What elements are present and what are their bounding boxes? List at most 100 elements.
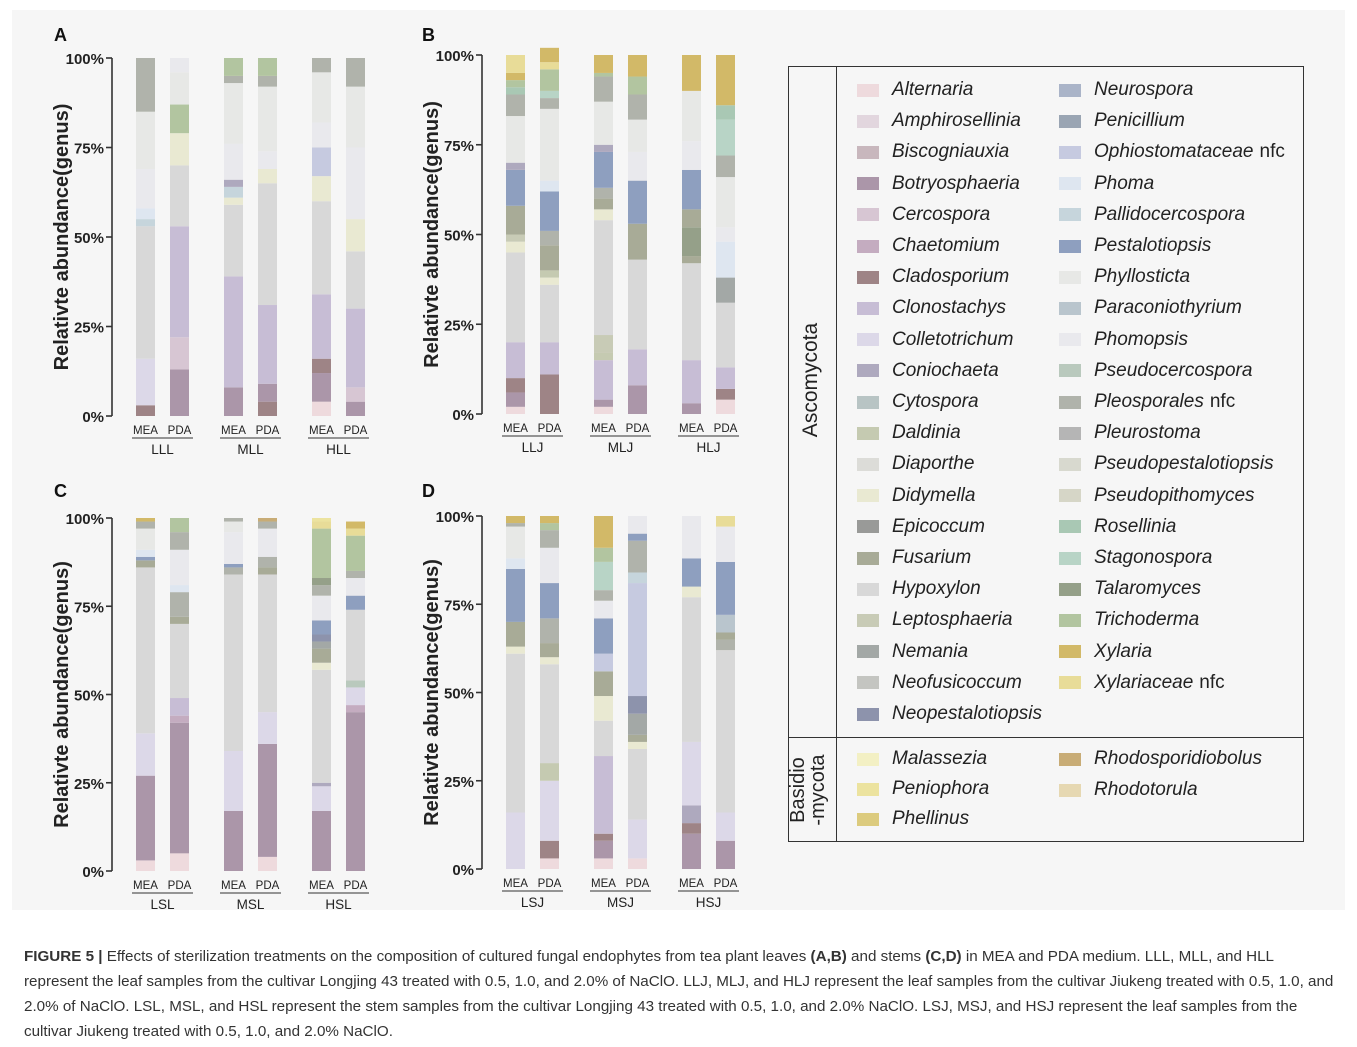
x-tick-label-medium: MEA — [221, 880, 246, 892]
legend-swatch — [857, 83, 879, 97]
legend-label: Pallidocercospora — [1094, 203, 1246, 225]
x-tick-label-medium: PDA — [626, 878, 650, 890]
caption-text-2: and stems — [846, 948, 926, 965]
bar-segment-xylariaceae — [312, 521, 331, 529]
bar-segment-didymella — [346, 219, 365, 252]
bar-segment-coniochaeta — [224, 179, 243, 187]
legend-swatch — [1059, 239, 1081, 253]
bar-segment-colletotrichum — [540, 780, 559, 841]
legend-phylum-ascomycota: Ascomycota — [799, 322, 822, 438]
bar-segment-pleosporales — [540, 98, 559, 109]
bar-segment-hypoxylon — [594, 220, 613, 336]
bar-segment-pestalotiopsis — [136, 556, 155, 561]
bar-segment-botryosphaeria — [224, 387, 243, 416]
bar-segment-peniophora — [312, 518, 331, 522]
bar-segment-phoma — [506, 558, 525, 569]
legend-label: Pseudopithomyces — [1094, 484, 1255, 506]
bar-segment-hypoxylon — [224, 204, 243, 277]
legend-swatch — [1059, 551, 1081, 565]
bar-segment-pallidocercospora — [136, 219, 155, 227]
bar-segment-xylariaceae — [540, 62, 559, 70]
bar-segment-phyllosticta — [258, 86, 277, 152]
bar-segment-didymella — [170, 133, 189, 166]
y-tick-label: 100% — [66, 51, 104, 68]
bar-segment-botryosphaeria — [312, 810, 331, 871]
bar-segment-alternaria — [506, 406, 525, 414]
legend-swatch — [1059, 752, 1081, 766]
bar-segment-phomopsis — [258, 151, 277, 169]
bar-segment-clonostachys — [346, 308, 365, 388]
bar-segment-xylaria — [506, 72, 525, 81]
bar-segment-pestalotiopsis — [540, 583, 559, 619]
x-group-label: LLL — [151, 442, 174, 457]
bar-segment-phomopsis — [628, 516, 647, 534]
bar-segment-phomopsis — [682, 516, 701, 559]
x-tick-label-medium: PDA — [626, 423, 650, 435]
bar-segment-pleosporales — [312, 58, 331, 73]
bar-segment-stagonospora — [594, 561, 613, 591]
bar-segment-botryosphaeria — [682, 833, 701, 869]
bar-segment-xylaria — [136, 518, 155, 522]
bar-segment-pleosporales — [506, 523, 525, 527]
bar-segment-xylaria — [594, 516, 613, 548]
legend-item-rosellinia: Rosellinia — [1059, 515, 1176, 539]
bar-segment-phomopsis — [716, 227, 735, 242]
bar-segment-clonostachys — [682, 360, 701, 404]
bar-segment-colletotrichum — [258, 712, 277, 744]
bar-segment-phyllosticta — [136, 528, 155, 550]
legend-item-fusarium: Fusarium — [857, 546, 971, 570]
bar-segment-phomopsis — [628, 151, 647, 181]
legend-item-phyllosticta: Phyllosticta — [1059, 265, 1190, 289]
legend-swatch — [1059, 395, 1081, 409]
legend-label: Didymella — [892, 484, 976, 506]
legend-item-cladosporium: Cladosporium — [857, 265, 1009, 289]
bar-segment-clonostachys — [170, 226, 189, 338]
bar-segment-ophiostomataceae — [628, 583, 647, 697]
bar-segment-alternaria — [716, 399, 735, 414]
bar-segment-pleosporales — [716, 639, 735, 651]
legend-item-phellinus: Phellinus — [857, 807, 969, 831]
bar-segment-trichoderma — [224, 58, 243, 76]
bar-segment-cercospora — [170, 337, 189, 370]
bar-segment-cladosporium — [506, 378, 525, 393]
legend-item-penicillium: Penicillium — [1059, 109, 1185, 133]
bar-segment-alternaria — [628, 858, 647, 869]
bar-segment-pleosporales — [170, 592, 189, 617]
y-tick-label: 75% — [444, 597, 474, 614]
bar-segment-botryosphaeria — [258, 383, 277, 402]
bar-segment-fusarium — [506, 205, 525, 235]
bar-segment-botryosphaeria — [224, 810, 243, 871]
bar-segment-hypoxylon — [258, 183, 277, 306]
bar-segment-pestalotiopsis — [312, 620, 331, 635]
legend-label: Neofusicoccum — [892, 671, 1022, 693]
bar-segment-rhodosporidiobolus — [258, 518, 277, 522]
legend-item-diaporthe: Diaporthe — [857, 452, 974, 476]
y-axis-label: Relativte abundance(genus) — [51, 104, 73, 371]
caption-bold-1: (A,B) — [810, 948, 847, 965]
bar-segment-pestalotiopsis — [506, 169, 525, 206]
legend-item-alternaria: Alternaria — [857, 78, 973, 102]
bar-segment-fusarium — [716, 632, 735, 640]
legend-swatch — [1059, 208, 1081, 222]
x-tick-label-medium: MEA — [591, 423, 616, 435]
bar-segment-pestalotiopsis — [594, 618, 613, 654]
x-group-label: HLJ — [696, 440, 720, 455]
legend-swatch — [857, 208, 879, 222]
bar-segment-hypoxylon — [346, 251, 365, 309]
legend-swatch — [857, 782, 879, 796]
legend-label: Penicillium — [1094, 110, 1185, 132]
bar-segment-colletotrichum — [716, 812, 735, 841]
legend-label: Rhodotorula — [1094, 779, 1198, 800]
bar-segment-hypoxylon — [258, 574, 277, 713]
bar-segment-alternaria — [136, 860, 155, 871]
legend-label: Biscogniauxia — [892, 141, 1010, 163]
bar-segment-pleosporales — [540, 618, 559, 644]
bar-segment-fusarium — [170, 616, 189, 624]
bar-segment-didymella — [540, 277, 559, 285]
bar-segment-didymella — [312, 176, 331, 202]
bar-segment-xylaria — [506, 516, 525, 524]
legend-swatch — [857, 395, 879, 409]
bar-segment-hypoxylon — [224, 574, 243, 751]
legend-swatch — [1059, 613, 1081, 627]
x-tick-label-medium: MEA — [679, 878, 704, 890]
